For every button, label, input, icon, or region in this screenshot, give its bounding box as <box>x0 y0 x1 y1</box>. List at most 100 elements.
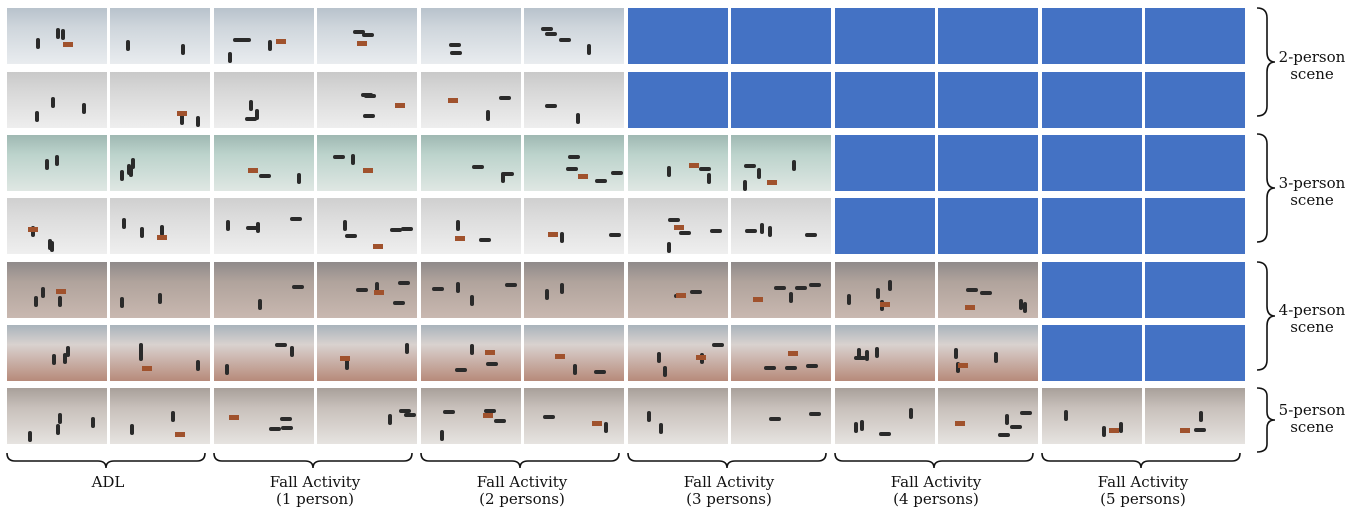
activity-label-fall-4: Fall Activity (4 persons) <box>836 474 1036 508</box>
furniture <box>276 39 287 45</box>
standing-person <box>666 166 671 178</box>
furniture <box>447 97 458 103</box>
photo-background <box>7 72 107 128</box>
brace-fall-2 <box>420 452 620 469</box>
fallen-person <box>773 286 786 291</box>
furniture <box>340 355 351 361</box>
standing-person <box>58 412 63 424</box>
photo-background <box>524 8 624 64</box>
furniture <box>27 226 38 232</box>
fallen-person <box>1020 411 1033 416</box>
empty-placeholder-cell <box>938 8 1038 64</box>
fallen-person <box>244 116 257 121</box>
scene-label-line2: scene <box>1290 418 1334 436</box>
standing-person <box>249 100 254 111</box>
scene-photo <box>835 388 935 444</box>
fallen-person <box>280 417 293 422</box>
activity-label-line2: (4 persons) <box>893 490 979 508</box>
standing-person <box>35 110 40 122</box>
standing-person <box>388 413 393 425</box>
photo-background <box>524 388 624 444</box>
standing-person <box>956 362 961 374</box>
furniture <box>753 296 764 302</box>
scene-photo <box>317 262 417 318</box>
fallen-person <box>432 286 445 291</box>
fallen-person <box>743 163 756 168</box>
scene-photo <box>835 325 935 381</box>
standing-person <box>953 347 958 359</box>
photo-background <box>214 72 314 128</box>
empty-placeholder-cell <box>1042 8 1142 64</box>
fallen-person <box>403 413 416 418</box>
fallen-person <box>699 167 712 172</box>
fallen-person <box>292 284 305 289</box>
standing-person <box>254 109 259 121</box>
photo-background <box>317 135 417 191</box>
photo-background <box>421 198 521 254</box>
standing-person <box>768 225 773 237</box>
scene-photo <box>7 388 107 444</box>
standing-person <box>60 29 65 41</box>
furniture <box>141 365 152 371</box>
photo-background <box>731 325 831 381</box>
standing-person <box>404 343 409 355</box>
photo-background <box>317 198 417 254</box>
standing-person <box>993 352 998 364</box>
scene-photo <box>731 198 831 254</box>
furniture <box>1180 428 1191 434</box>
standing-person <box>1199 411 1204 423</box>
scene-photo <box>110 325 210 381</box>
fallen-person <box>544 32 557 37</box>
photo-background <box>110 262 210 318</box>
photo-background <box>628 262 728 318</box>
fallen-person <box>362 114 375 119</box>
fallen-person <box>333 154 346 159</box>
empty-placeholder-cell <box>938 198 1038 254</box>
empty-placeholder-cell <box>938 135 1038 191</box>
activity-label-line2: (1 person) <box>275 490 355 508</box>
fallen-person <box>965 288 978 293</box>
standing-person <box>224 363 229 375</box>
standing-person <box>876 287 880 299</box>
empty-placeholder-cell <box>1042 262 1142 318</box>
standing-person <box>501 171 506 183</box>
scene-photo <box>317 388 417 444</box>
photo-background <box>214 325 314 381</box>
fallen-person <box>690 290 703 294</box>
scene-label-5-person: 5-person scene <box>1264 402 1360 436</box>
furniture <box>482 413 493 419</box>
fallen-person <box>997 433 1010 438</box>
furniture <box>675 292 686 298</box>
furniture <box>880 302 891 308</box>
fallen-person <box>795 285 808 290</box>
scene-photo <box>524 198 624 254</box>
fallen-person <box>809 412 822 417</box>
scene-photo <box>214 388 314 444</box>
photo-background <box>110 72 210 128</box>
scene-photo <box>421 388 521 444</box>
standing-person <box>196 360 201 372</box>
standing-person <box>120 170 125 182</box>
standing-person <box>864 349 869 361</box>
scene-photo <box>7 8 107 64</box>
furniture <box>356 40 367 46</box>
standing-person <box>853 422 858 434</box>
photo-background <box>110 325 210 381</box>
standing-person <box>647 411 652 423</box>
standing-person <box>128 166 133 178</box>
standing-person <box>909 407 914 419</box>
empty-placeholder-cell <box>1145 72 1245 128</box>
scene-photo <box>835 262 935 318</box>
furniture <box>63 42 74 48</box>
fallen-person <box>238 37 251 42</box>
scene-photo <box>628 388 728 444</box>
standing-person <box>55 154 60 166</box>
scene-label-2-person: 2-person scene <box>1264 49 1360 83</box>
scene-label-line2: scene <box>1290 65 1334 83</box>
furniture <box>156 235 167 241</box>
fallen-person <box>290 216 303 221</box>
standing-person <box>344 358 349 370</box>
furniture <box>964 304 975 310</box>
